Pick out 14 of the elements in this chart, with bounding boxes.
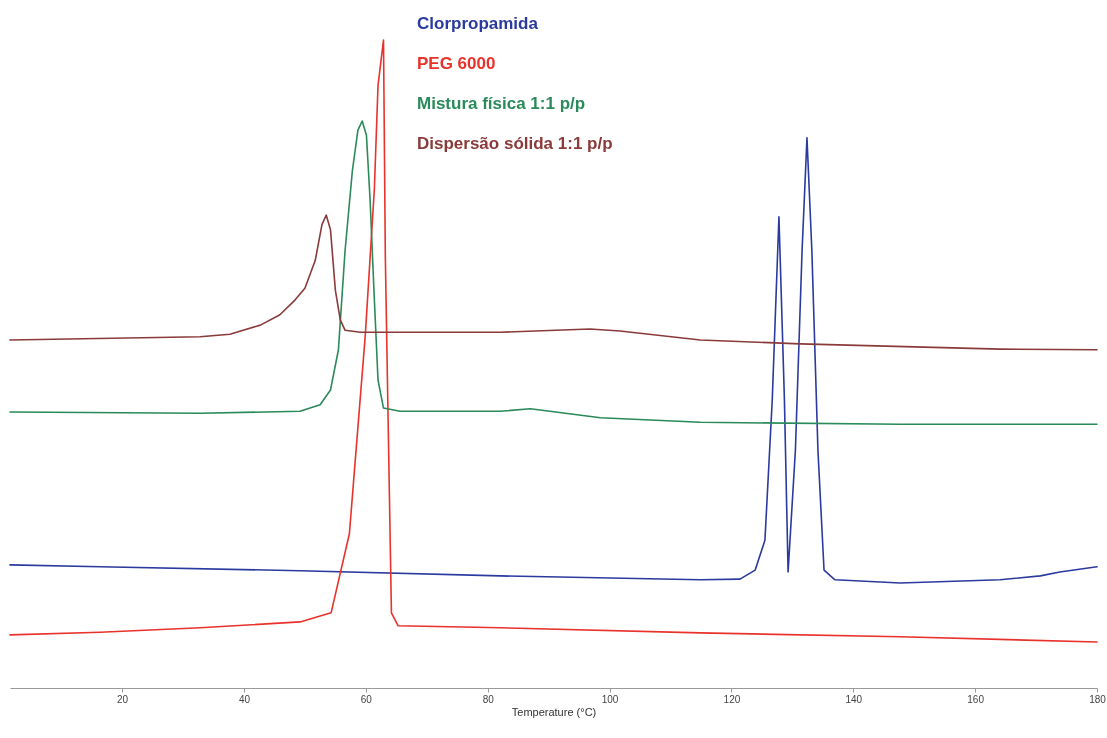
x-tick-label: 180 xyxy=(1089,693,1107,705)
x-tick-label: 20 xyxy=(117,693,129,705)
x-axis-title: Temperature (°C) xyxy=(511,705,597,718)
x-tick-label: 60 xyxy=(360,693,373,705)
x-tick-label: 100 xyxy=(601,693,619,705)
x-tick-label: 80 xyxy=(482,693,495,705)
text: Clorpropamida xyxy=(417,13,539,33)
x-tick-label: 40 xyxy=(238,693,251,705)
x-tick-label: 160 xyxy=(967,693,985,705)
x-tick-label: 120 xyxy=(723,693,741,705)
text: Dispersão sólida 1:1 p/p xyxy=(417,133,613,153)
series-label: PEG 6000 xyxy=(417,53,496,73)
x-tick-label: 140 xyxy=(845,693,863,705)
text: Mistura física 1:1 p/p xyxy=(417,93,586,113)
